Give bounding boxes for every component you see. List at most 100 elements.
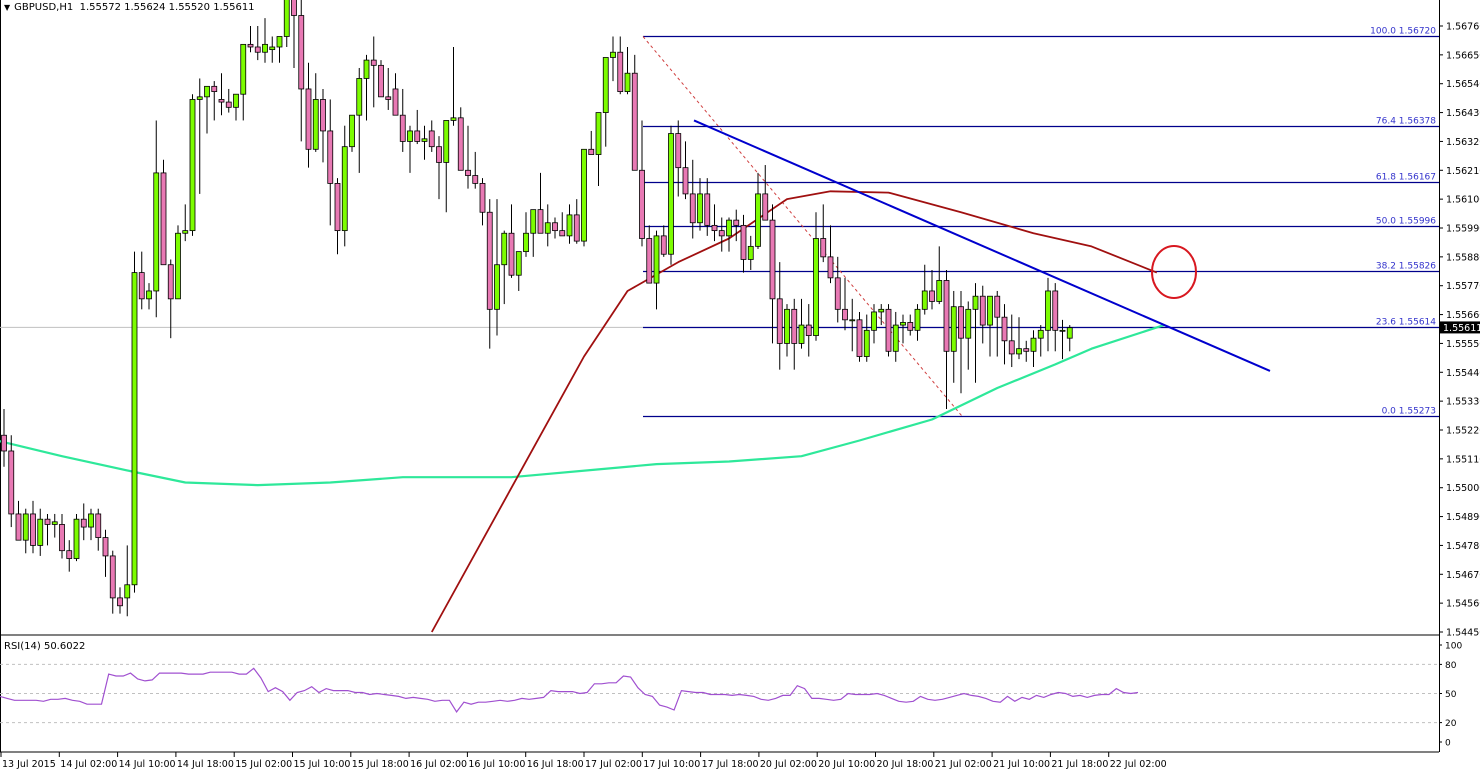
candle: [581, 148, 587, 242]
candle: [820, 238, 827, 258]
candle: [385, 96, 392, 100]
candle: [1037, 329, 1044, 339]
fibonacci-diagonal-dotted[interactable]: [642, 36, 963, 417]
candle: [979, 295, 986, 326]
fib-level-label: 61.8 1.56167: [1376, 173, 1436, 183]
candle: [689, 193, 696, 224]
candle: [805, 324, 812, 336]
candle: [494, 264, 500, 310]
time-tick-label: 15 Jul 18:00: [352, 759, 409, 770]
candle: [30, 513, 36, 546]
price-tick-label: 1.56650: [1446, 50, 1480, 61]
candle: [892, 324, 899, 352]
fib-level-label: 0.0 1.55273: [1382, 407, 1436, 417]
candle: [15, 513, 22, 541]
time-tick-label: 17 Jul 10:00: [643, 759, 700, 770]
rsi-tick-label: 50: [1445, 690, 1457, 700]
time-tick-label: 21 Jul 02:00: [935, 759, 992, 770]
time-tick-label: 20 Jul 18:00: [877, 759, 934, 770]
price-tick-label: 1.56430: [1446, 108, 1480, 119]
time-tick-label: 21 Jul 10:00: [993, 759, 1050, 770]
bearish-trendline[interactable]: [693, 119, 1271, 372]
candle: [124, 584, 131, 599]
candle: [22, 513, 29, 541]
time-tick-label: 22 Jul 02:00: [1110, 759, 1167, 770]
candle: [407, 130, 413, 142]
candle: [240, 43, 247, 95]
candle: [1045, 290, 1051, 331]
sma-green-line: [0, 324, 1165, 487]
candle: [51, 521, 58, 525]
candle: [987, 295, 993, 326]
candle: [559, 230, 566, 237]
chart-title: ▼ GBPUSD,H1 1.55572 1.55624 1.55520 1.556…: [4, 2, 255, 13]
price-tick-label: 1.56100: [1446, 195, 1480, 206]
candle: [465, 169, 471, 176]
candle: [153, 172, 160, 292]
candle: [95, 513, 102, 538]
candle: [617, 51, 624, 92]
candle: [457, 117, 464, 171]
candle: [762, 193, 769, 221]
candle: [842, 308, 848, 321]
time-tick-label: 14 Jul 10:00: [119, 759, 176, 770]
time-tick-label: 14 Jul 18:00: [177, 759, 234, 770]
ohlc-values: 1.55572 1.55624 1.55520 1.55611: [79, 2, 255, 13]
candle: [341, 146, 348, 232]
candle: [595, 112, 602, 155]
candle: [486, 211, 493, 310]
candle: [501, 232, 508, 266]
candle: [726, 219, 732, 237]
candle: [146, 290, 152, 300]
candle: [827, 256, 834, 279]
current-price-label: 1.55611: [1440, 321, 1480, 334]
candle: [747, 245, 754, 260]
price-tick-label: 1.54560: [1446, 599, 1480, 610]
candle: [276, 36, 283, 48]
candle: [776, 298, 783, 344]
candle: [479, 183, 486, 213]
candle: [878, 308, 885, 313]
time-tick-label: 16 Jul 02:00: [410, 759, 467, 770]
highlight-circle[interactable]: [1151, 245, 1197, 299]
candle: [718, 230, 725, 237]
candle: [182, 230, 189, 234]
candle: [211, 85, 218, 92]
candle: [660, 235, 667, 255]
candle: [450, 117, 457, 121]
candle: [160, 172, 167, 266]
candle: [631, 72, 638, 171]
candle: [791, 308, 798, 344]
candle: [247, 43, 254, 48]
candle: [711, 224, 718, 232]
time-tick-label: 20 Jul 02:00: [760, 759, 817, 770]
candle: [784, 308, 790, 344]
candle: [885, 308, 892, 352]
price-tick-label: 1.55770: [1446, 281, 1480, 292]
candle: [668, 133, 674, 255]
time-tick-label: 17 Jul 18:00: [702, 759, 759, 770]
candle: [363, 59, 370, 79]
rsi-title: RSI(14) 50.6022: [4, 641, 86, 652]
rsi-pane: 100 80 50 20 0: [0, 642, 1462, 749]
candle: [523, 232, 529, 253]
candle: [610, 51, 616, 58]
candle: [530, 209, 537, 234]
candle: [399, 114, 406, 142]
candle: [370, 59, 377, 66]
fib-level-label: 38.2 1.55826: [1376, 262, 1436, 272]
candle: [283, 0, 290, 37]
time-tick-label: 21 Jul 18:00: [1051, 759, 1108, 770]
price-tick-label: 1.54780: [1446, 541, 1480, 552]
candle: [269, 46, 276, 51]
candle: [994, 295, 1001, 318]
triangle-down-icon[interactable]: ▼: [4, 3, 11, 12]
fib-level-label: 50.0 1.55996: [1376, 217, 1436, 227]
candle: [813, 238, 819, 336]
fibonacci-retracement[interactable]: 100.0 1.56720 76.4 1.56378 61.8 1.56167 50.…: [643, 27, 1439, 418]
candle: [769, 219, 776, 300]
candle: [1008, 340, 1015, 355]
candle: [929, 290, 935, 302]
